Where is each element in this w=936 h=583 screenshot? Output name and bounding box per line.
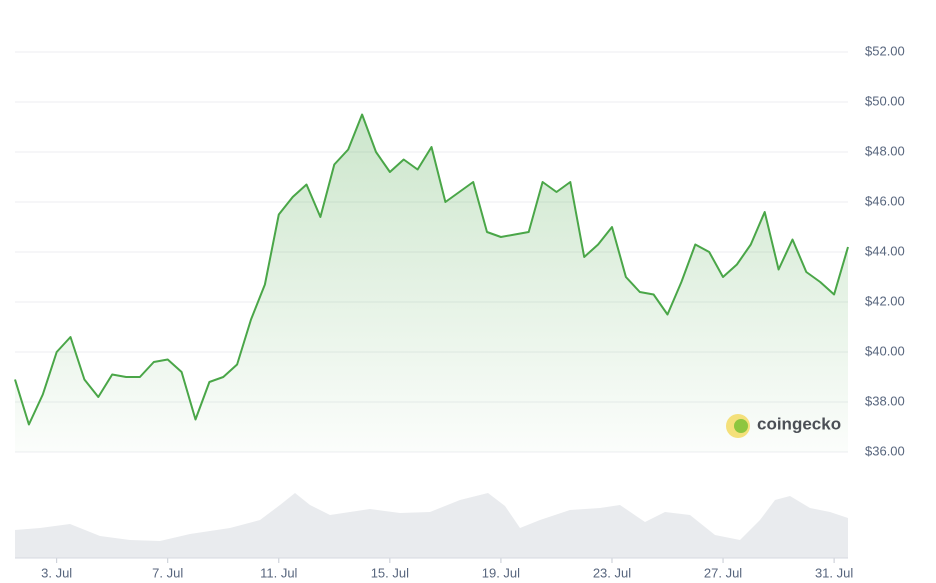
- area-fill: [15, 114, 848, 452]
- x-tick-label: 11. Jul: [260, 565, 297, 580]
- volume-area: [15, 493, 848, 558]
- y-tick-label: $52.00: [865, 43, 905, 58]
- x-tick-label: 23. Jul: [593, 565, 631, 580]
- watermark: coingecko: [726, 414, 841, 438]
- y-tick-label: $42.00: [865, 293, 905, 308]
- y-tick-label: $44.00: [865, 243, 905, 258]
- y-tick-label: $40.00: [865, 343, 905, 358]
- x-tick-label: 3. Jul: [41, 565, 72, 580]
- y-tick-label: $38.00: [865, 393, 905, 408]
- x-tick-label: 7. Jul: [152, 565, 183, 580]
- x-tick-label: 27. Jul: [704, 565, 742, 580]
- watermark-text: coingecko: [757, 414, 841, 433]
- x-tick-label: 31. Jul: [815, 565, 853, 580]
- y-tick-label: $50.00: [865, 93, 905, 108]
- y-tick-label: $46.00: [865, 193, 905, 208]
- logo-face: [734, 419, 748, 433]
- x-tick-label: 15. Jul: [371, 565, 409, 580]
- y-tick-label: $36.00: [865, 443, 905, 458]
- price-line: [14, 113, 849, 426]
- x-tick-label: 19. Jul: [482, 565, 520, 580]
- y-tick-label: $48.00: [865, 143, 905, 158]
- plot: [14, 113, 849, 452]
